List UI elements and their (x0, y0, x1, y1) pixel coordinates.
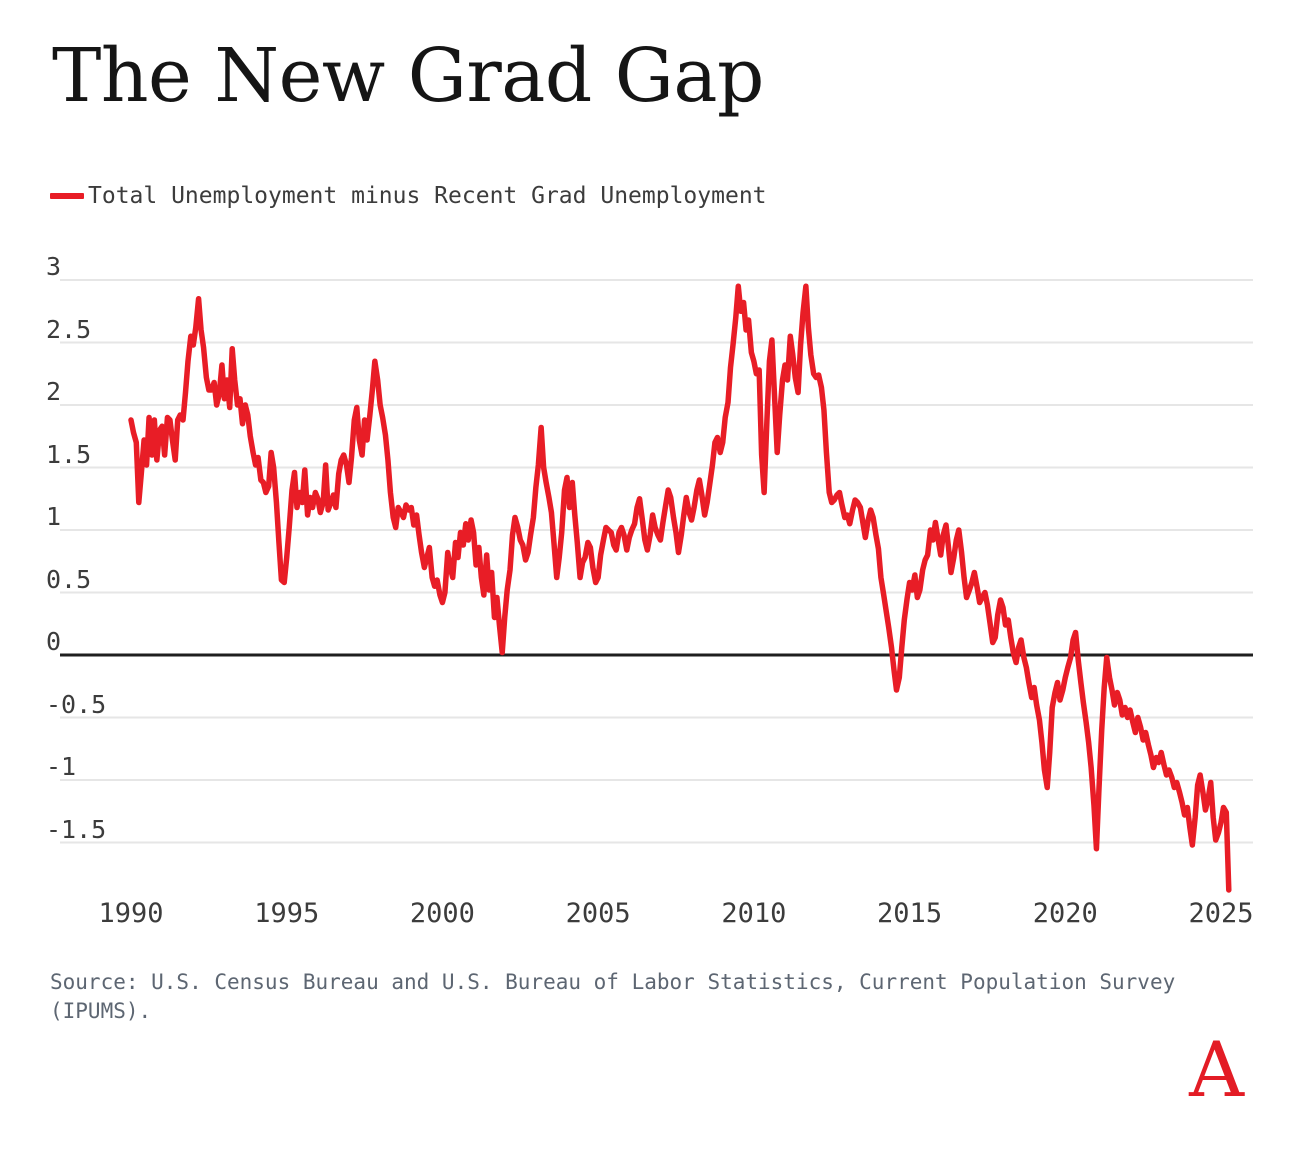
source-note: Source: U.S. Census Bureau and U.S. Bure… (50, 970, 1176, 1023)
x-axis-tick-label: 2025 (1188, 898, 1254, 929)
series-line-0 (128, 283, 1232, 893)
page-title: The New Grad Gap (52, 33, 764, 119)
y-axis-tick-label: -1 (46, 752, 77, 781)
chart-plot-area (0, 240, 1300, 900)
y-axis-tick-label: -1.5 (46, 814, 107, 844)
line-chart-svg (60, 279, 1253, 893)
x-axis-tick-label: 2000 (409, 898, 475, 929)
gridlines-group (60, 279, 1253, 844)
y-axis-tick-label: 2 (46, 377, 62, 406)
data-series-group (128, 283, 1232, 893)
y-axis-tick-label: 3 (46, 252, 62, 281)
legend-color-swatch (50, 193, 84, 199)
legend-label: Total Unemployment minus Recent Grad Une… (88, 183, 767, 209)
x-axis-tick-label: 2015 (877, 898, 943, 929)
x-axis-tick-label: 1990 (98, 898, 164, 929)
y-axis-tick-label: 0.5 (46, 564, 92, 594)
y-axis-tick-label: 1.5 (46, 439, 92, 469)
y-axis-tick-label: 1 (46, 502, 62, 531)
chart-legend: Total Unemployment minus Recent Grad Une… (50, 182, 767, 210)
x-axis-tick-label: 2010 (721, 898, 787, 929)
y-axis-tick-label: 0 (46, 627, 62, 656)
x-axis-tick-label: 2005 (565, 898, 631, 929)
x-axis-tick-label: 2020 (1032, 898, 1098, 929)
y-axis-tick-label: -0.5 (46, 689, 107, 719)
y-axis-tick-label: 2.5 (46, 314, 92, 344)
x-axis-tick-label: 1995 (254, 898, 320, 929)
atlantic-logo: A (1189, 1025, 1244, 1114)
